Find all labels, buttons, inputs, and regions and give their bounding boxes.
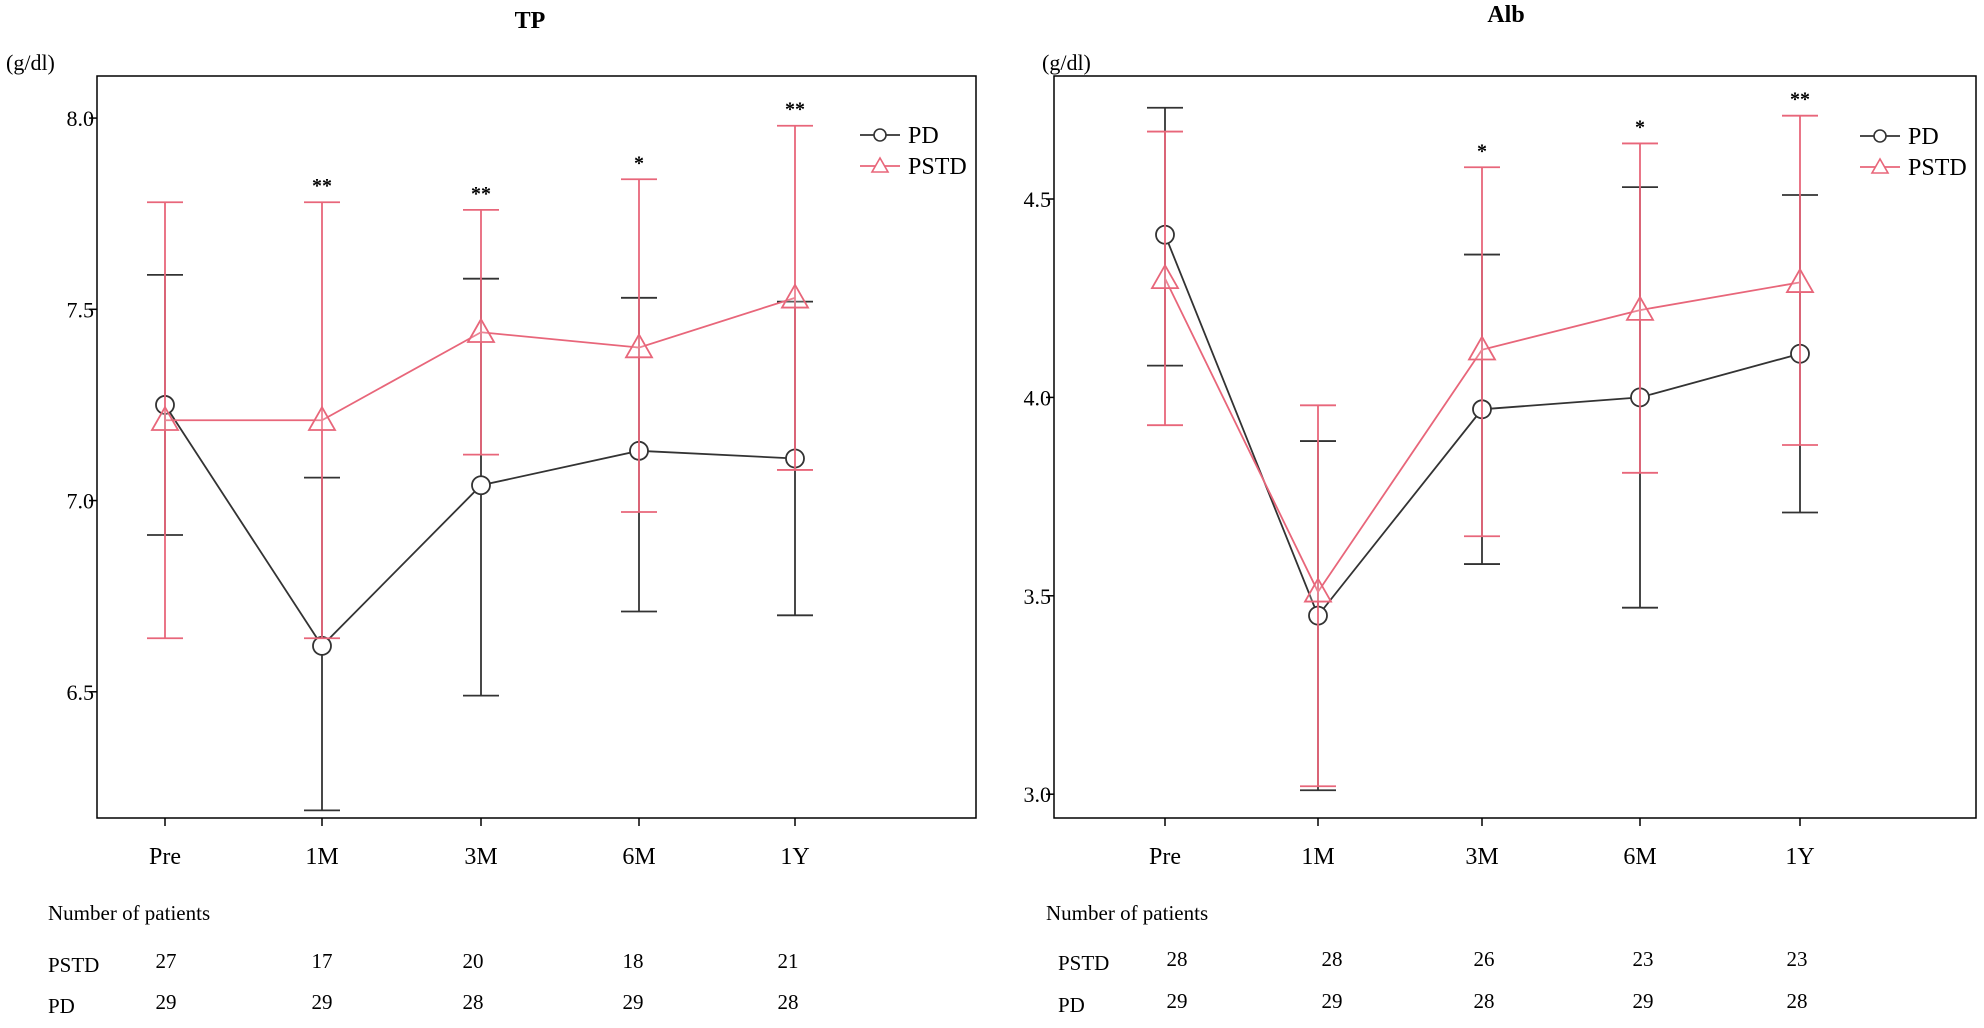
legend-label: PSTD [1908, 155, 1967, 181]
data-point [1303, 577, 1333, 603]
patients-count: 28 [1787, 989, 1808, 1013]
x-category-label: 6M [1623, 844, 1656, 870]
significance-marker: ** [1790, 89, 1810, 111]
patients-count: 28 [778, 990, 799, 1014]
patients-row-label: PD [1058, 993, 1085, 1017]
legend-marker [870, 156, 890, 173]
significance-marker: * [1477, 140, 1487, 162]
data-point [1625, 295, 1655, 321]
series-line [164, 404, 796, 648]
patients-count: 28 [1167, 947, 1188, 971]
series-line [1164, 277, 1801, 594]
x-category-label: 1M [305, 844, 338, 870]
y-tick-label: 4.0 [1024, 385, 1052, 410]
patients-count: 23 [1633, 947, 1654, 971]
legend-label: PSTD [908, 154, 967, 180]
chart-title: TP [515, 8, 546, 34]
patients-count: 23 [1787, 947, 1808, 971]
data-point [312, 635, 332, 656]
patients-row-label: PD [48, 994, 75, 1018]
patients-row-label: PSTD [48, 953, 99, 977]
data-point [1150, 263, 1180, 290]
y-tick-label: 7.5 [67, 297, 95, 322]
patients-row-label: PSTD [1058, 951, 1109, 975]
data-point [150, 405, 180, 431]
x-category-label: Pre [149, 844, 181, 870]
y-tick-label: 4.5 [1024, 187, 1052, 212]
patients-count: 29 [623, 990, 644, 1014]
x-category-label: 6M [622, 844, 655, 870]
series-pstd [1147, 114, 1818, 788]
patients-count: 18 [623, 949, 644, 973]
x-category-label: 3M [1465, 844, 1498, 870]
legend-marker [1873, 129, 1887, 143]
significance-marker: * [1635, 116, 1645, 138]
y-tick-label: 7.0 [67, 489, 95, 514]
y-unit-label: (g/dl) [6, 50, 55, 75]
x-category-label: 3M [464, 844, 497, 870]
patients-count: 29 [1633, 989, 1654, 1013]
significance-marker: ** [471, 183, 491, 205]
x-category-label: 1M [1301, 844, 1334, 870]
y-tick-label: 3.5 [1024, 584, 1052, 609]
patients-count: 21 [778, 949, 799, 973]
y-tick-label: 3.0 [1024, 782, 1052, 807]
series-pstd [147, 124, 813, 640]
data-point [1467, 334, 1497, 361]
x-category-label: 1Y [1785, 844, 1814, 870]
plot-frame [96, 75, 977, 819]
x-category-label: 1Y [780, 844, 809, 870]
data-point [466, 317, 496, 343]
patients-table-header: Number of patients [48, 901, 210, 925]
patients-count: 28 [463, 990, 484, 1014]
patients-count: 29 [1322, 989, 1343, 1013]
patients-count: 20 [463, 949, 484, 973]
plot-frame [1053, 75, 1977, 819]
patients-count: 29 [1167, 989, 1188, 1013]
significance-marker: * [634, 152, 644, 174]
patients-count: 26 [1474, 947, 1495, 971]
data-point [471, 475, 491, 496]
patients-table-header: Number of patients [1046, 901, 1208, 925]
y-tick-label: 8.0 [67, 106, 95, 131]
patients-count: 28 [1474, 989, 1495, 1013]
data-point [624, 332, 654, 359]
x-category-label: Pre [1149, 844, 1181, 870]
series-line [165, 296, 796, 422]
patients-count: 29 [156, 990, 177, 1014]
patients-count: 27 [156, 949, 177, 973]
significance-marker: ** [312, 175, 332, 197]
legend-label: PD [1908, 124, 1939, 150]
data-point [780, 283, 810, 309]
legend-marker [1870, 157, 1890, 174]
legend-label: PD [908, 123, 939, 149]
patients-count: 29 [312, 990, 333, 1014]
patients-count: 17 [312, 949, 333, 973]
significance-marker: ** [785, 99, 805, 121]
patients-count: 28 [1322, 947, 1343, 971]
data-point [307, 405, 337, 431]
legend-marker [873, 128, 887, 142]
chart-title: Alb [1487, 2, 1524, 28]
data-point [1785, 267, 1815, 293]
series-pd [147, 273, 813, 812]
y-unit-label: (g/dl) [1042, 50, 1091, 75]
y-tick-label: 6.5 [67, 680, 95, 705]
